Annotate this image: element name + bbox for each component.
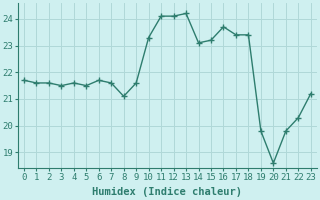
X-axis label: Humidex (Indice chaleur): Humidex (Indice chaleur) [92,187,242,197]
